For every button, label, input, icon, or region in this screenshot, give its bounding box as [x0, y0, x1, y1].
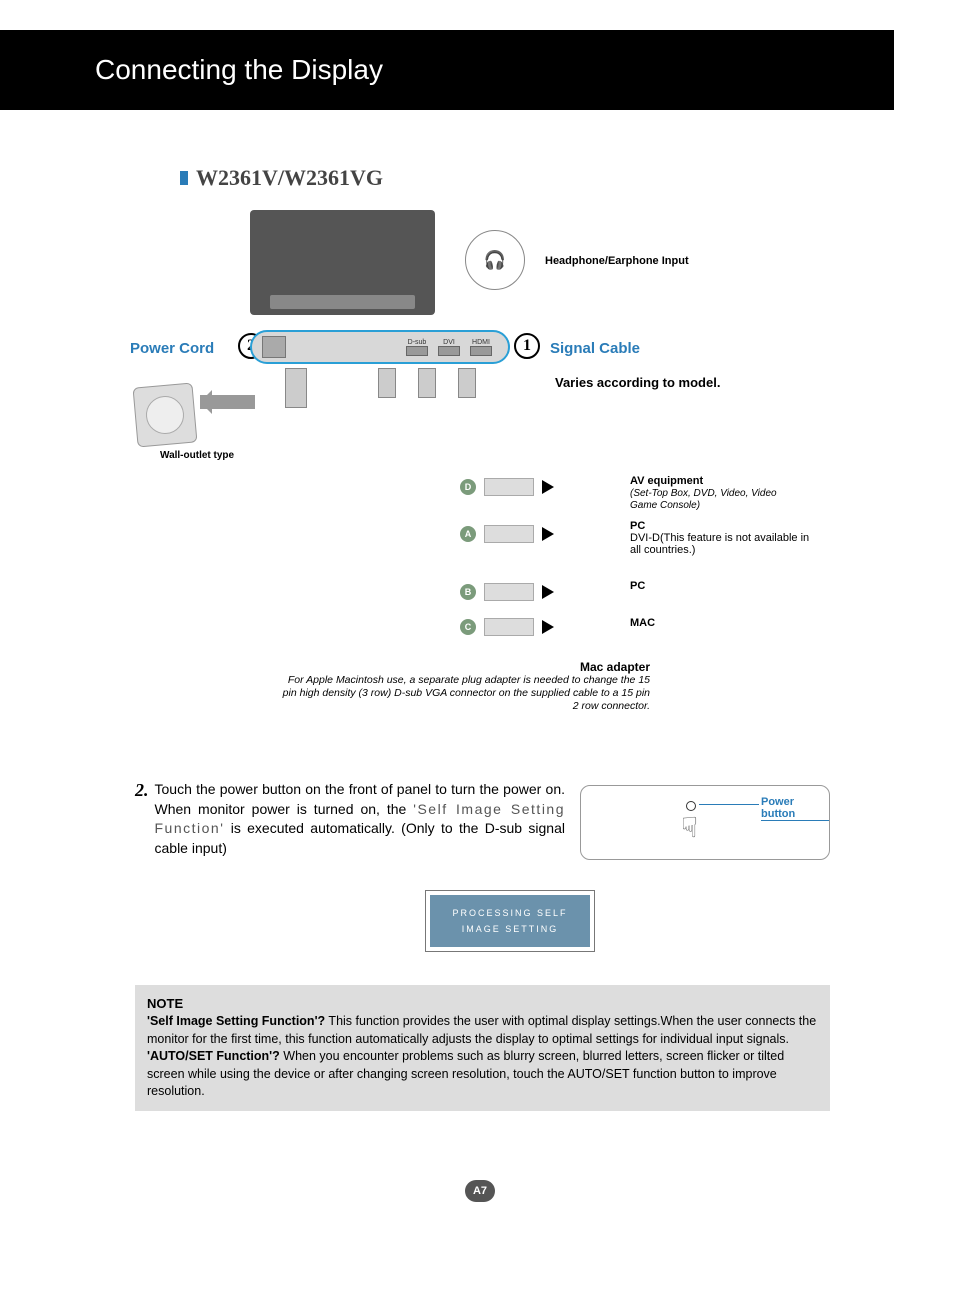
mac-adapter-body: For Apple Macintosh use, a separate plug…	[280, 674, 650, 713]
letter-badge-d: D	[460, 479, 476, 495]
letter-badge-c: C	[460, 619, 476, 635]
varies-label: Varies according to model.	[555, 375, 720, 390]
note-para-2: 'AUTO/SET Function'? When you encounter …	[147, 1048, 818, 1101]
note-q2: 'AUTO/SET Function'?	[147, 1049, 280, 1063]
hdmi-port: HDMI	[470, 339, 492, 356]
av-equipment-label: AV equipment (Set-Top Box, DVD, Video, V…	[630, 475, 790, 511]
callout-line	[699, 804, 759, 805]
header-bar: Connecting the Display	[0, 30, 894, 110]
letter-badge-a: A	[460, 526, 476, 542]
mac-connector-icon	[484, 618, 534, 636]
note-title: NOTE	[147, 995, 818, 1013]
pc-dsub-label: PC	[630, 580, 645, 592]
arrow-right-icon	[542, 480, 561, 494]
arrow-right-icon	[542, 527, 561, 541]
mac-label: MAC	[630, 617, 655, 629]
model-number: W2361V/W2361VG	[196, 165, 383, 191]
processing-line2: IMAGE SETTING	[434, 921, 586, 937]
processing-message-box: PROCESSING SELF IMAGE SETTING	[425, 890, 595, 952]
note-q1: 'Self Image Setting Function'?	[147, 1014, 325, 1028]
cable-dest-d: D	[460, 478, 561, 496]
power-plug-icon	[285, 368, 307, 408]
processing-line1: PROCESSING SELF	[434, 905, 586, 921]
connector-dsub-icon	[458, 368, 476, 398]
power-button-illustration: ☟ Power button	[580, 785, 830, 860]
cable-dest-c: C	[460, 618, 561, 636]
power-socket-icon	[262, 336, 286, 358]
pc1-title: PC	[630, 520, 645, 532]
header-title: Connecting the Display	[95, 54, 383, 86]
hdmi-port-label: HDMI	[472, 339, 490, 346]
mac-adapter-title: Mac adapter	[280, 660, 650, 674]
connector-dvi-icon	[418, 368, 436, 398]
pc-dvi-label: PC DVI-D(This feature is not available i…	[630, 520, 810, 556]
dvi-port-label: DVI	[443, 339, 455, 346]
mac-adapter-note: Mac adapter For Apple Macintosh use, a s…	[280, 660, 650, 713]
dvi-connector-icon	[484, 525, 534, 543]
mac-title: MAC	[630, 617, 655, 629]
letter-badge-b: B	[460, 584, 476, 600]
power-cord-label: Power Cord	[130, 340, 214, 357]
signal-cable-label: Signal Cable	[550, 340, 640, 357]
connection-diagram: 🎧 Headphone/Earphone Input Power Cord 2 …	[130, 200, 830, 740]
port-strip: D-sub DVI HDMI	[250, 330, 510, 364]
power-indicator-icon	[686, 801, 696, 811]
step-2: 2. Touch the power button on the front o…	[135, 780, 565, 858]
heading-marker-icon	[180, 171, 188, 185]
dsub-connector-icon	[484, 583, 534, 601]
pc1-subtitle: DVI-D(This feature is not available in a…	[630, 532, 809, 556]
dvi-port: DVI	[438, 339, 460, 356]
pc2-title: PC	[630, 580, 645, 592]
headphone-label: Headphone/Earphone Input	[545, 255, 689, 267]
note-para-1: 'Self Image Setting Function'? This func…	[147, 1013, 818, 1048]
page-number: A7	[465, 1180, 495, 1202]
monitor-rear-icon	[250, 210, 435, 315]
av-title: AV equipment	[630, 475, 703, 487]
step-number: 2.	[135, 780, 149, 858]
cable-dest-a: A	[460, 525, 561, 543]
arrow-icon	[200, 395, 255, 409]
headphone-jack-icon: 🎧	[465, 230, 525, 290]
step-bubble-1: 1	[514, 333, 540, 359]
arrow-right-icon	[542, 585, 561, 599]
cable-dest-b: B	[460, 583, 561, 601]
model-heading: W2361V/W2361VG	[180, 165, 383, 191]
arrow-right-icon	[542, 620, 561, 634]
av-subtitle: (Set-Top Box, DVD, Video, Video Game Con…	[630, 488, 777, 511]
wall-outlet-label: Wall-outlet type	[160, 450, 234, 461]
hand-touch-icon: ☟	[681, 811, 698, 844]
dsub-port-label: D-sub	[408, 339, 427, 346]
connector-hdmi-icon	[378, 368, 396, 398]
dsub-port: D-sub	[406, 339, 428, 356]
power-button-label: Power button	[761, 796, 829, 821]
hdmi-connector-icon	[484, 478, 534, 496]
step-2-text: Touch the power button on the front of p…	[155, 780, 566, 858]
note-box: NOTE 'Self Image Setting Function'? This…	[135, 985, 830, 1111]
